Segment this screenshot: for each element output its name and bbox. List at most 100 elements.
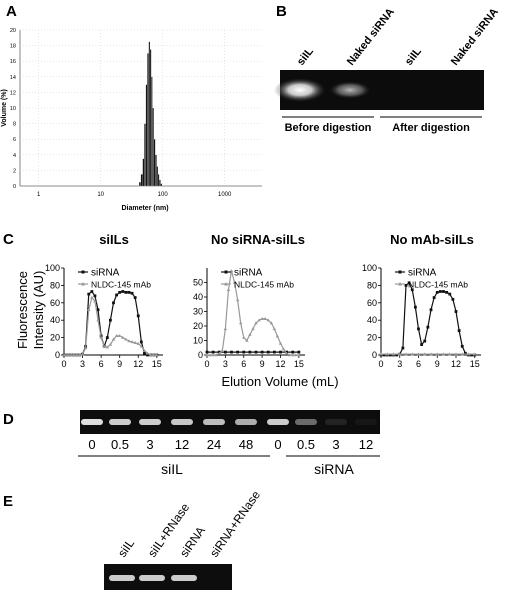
panel-c-point [205, 350, 209, 354]
panel-c-point [435, 290, 439, 294]
panel-a-bar [140, 174, 143, 187]
panel-c-point [297, 350, 301, 354]
panel-c-x-tick-label: 9 [260, 359, 265, 369]
panel-d-lane-label: 0 [274, 437, 281, 452]
panel-e-lane-label: siIL [115, 536, 137, 560]
panel-c-point [242, 335, 246, 339]
panel-a-x-tick-label: 1 [37, 192, 41, 198]
panel-c-x-tick-label: 3 [397, 359, 402, 369]
panel-c-point [410, 288, 414, 292]
panel-c-y-tick-label: 40 [193, 292, 203, 302]
panel-a-y-tick-label: 2 [13, 168, 16, 174]
panel-c-point [284, 351, 289, 355]
panel-c-point [426, 325, 430, 329]
panel-a-y-label: Volume (%) [1, 89, 8, 127]
panel-c-y-tick-label: 0 [55, 350, 60, 360]
panel-c-point [93, 299, 97, 303]
panel-d-lane-label: 0.5 [297, 437, 315, 452]
panel-c-point [254, 350, 258, 354]
panel-c-series-line [381, 281, 475, 356]
panel-d-group-siil: siIL [161, 461, 183, 477]
panel-a-y-tick-label: 4 [13, 153, 16, 159]
panel-c-plot-title: siILs [99, 232, 129, 247]
panel-a-letter: A [6, 3, 17, 20]
panel-c-point [208, 353, 212, 357]
panel-b-bands [274, 78, 371, 102]
panel-c-legend-label: siRNA [91, 268, 120, 279]
panel-c-point [223, 327, 228, 331]
panel-c-point [251, 327, 255, 331]
panel-c-x-tick-label: 12 [133, 359, 143, 369]
panel-a-y-tick-label: 6 [13, 137, 16, 143]
panel-e-band [171, 575, 197, 581]
panel-c-y-tick-label: 10 [193, 336, 203, 346]
panel-c-x-tick-label: 0 [204, 359, 209, 369]
panel-c-point [404, 352, 408, 356]
panel-c-y-label-line1: Fluorescence [15, 271, 30, 349]
panel-c-point [136, 314, 140, 318]
panel-c-point [77, 353, 82, 357]
panel-d-group-sirna: siRNA [314, 461, 354, 477]
panel-e-band [109, 575, 135, 581]
panel-c-point [442, 290, 445, 293]
panel-c-point [211, 350, 215, 354]
panel-c-point [242, 350, 246, 354]
panel-c-point [133, 296, 137, 299]
panel-b-band [329, 81, 371, 99]
panel-c-y-tick-label: 50 [193, 278, 203, 288]
panel-d-band [325, 419, 347, 425]
panel-a-bar [138, 182, 141, 187]
panel-e-lane-label: siRNA [177, 524, 208, 560]
panel-d-lane-labels: 0 0.5 3 12 24 48 0 0.5 3 12 [88, 437, 373, 452]
panel-c-point [281, 347, 286, 351]
panel-c-point [118, 290, 122, 294]
panel-a-bar [151, 76, 153, 187]
panel-c-point [115, 293, 118, 297]
panel-c-y-tick-label: 40 [50, 315, 60, 325]
panel-c-point [65, 353, 69, 357]
panel-c-x-tick-label: 15 [152, 359, 162, 369]
panel-a-bar [152, 107, 154, 187]
panel-c-point [214, 353, 218, 357]
panel-c-point [143, 351, 146, 355]
panel-e-band [139, 575, 165, 581]
panel-c-point [155, 353, 159, 357]
panel-c-y-tick-label: 20 [367, 333, 377, 343]
panel-c-y-tick-label: 0 [198, 350, 203, 360]
panel-c-point [441, 352, 446, 356]
panel-c-legend-marker [224, 282, 228, 286]
panel-c-legend-label: NLDC-145 mAb [91, 280, 151, 290]
panel-c-point [260, 350, 264, 354]
panel-c-letter: C [3, 231, 14, 248]
panel-c-point [410, 352, 414, 356]
panel-a-histogram: 0 2 4 6 8 10 12 14 16 18 20 1 10 100 1000 Diameter (n… [1, 28, 262, 212]
panel-c-point [152, 353, 156, 357]
panel-c-point [71, 353, 75, 357]
panel-c-plot-3: No mAb-siILs 0 20 40 60 80 100 0 3 6 9 12 15 siRNANLD… [362, 232, 481, 369]
panel-c-point [429, 308, 433, 312]
panel-c-point [146, 353, 149, 357]
panel-b-lane-labels: siIL Naked siRNA siIL Naked siRNA [295, 6, 501, 68]
panel-c-point [445, 290, 449, 294]
panel-c-y-tick-label: 40 [367, 315, 377, 325]
panel-e-lane-label: siRNA+RNase [207, 488, 263, 560]
panel-c-legend-marker [81, 270, 85, 274]
panel-a-bar [157, 174, 160, 187]
panel-c-point [420, 343, 424, 346]
panel-b-band [274, 78, 326, 102]
panel-d-band [267, 419, 289, 425]
panel-c-point [130, 340, 134, 344]
panel-c-point [457, 329, 461, 333]
panel-a-y-tick-label: 18 [10, 44, 16, 50]
panel-c-legend-label: NLDC-145 mAb [234, 280, 294, 290]
panel-c-point [127, 290, 131, 294]
panel-c-point [382, 353, 386, 357]
panel-c-point [266, 318, 270, 322]
panel-c-point [121, 290, 125, 293]
panel-c-point [112, 301, 115, 305]
panel-c-point [248, 350, 252, 354]
panel-c-point [105, 336, 109, 339]
panel-a-x-label: Diameter (nm) [121, 205, 168, 212]
panel-c-point [248, 332, 252, 336]
